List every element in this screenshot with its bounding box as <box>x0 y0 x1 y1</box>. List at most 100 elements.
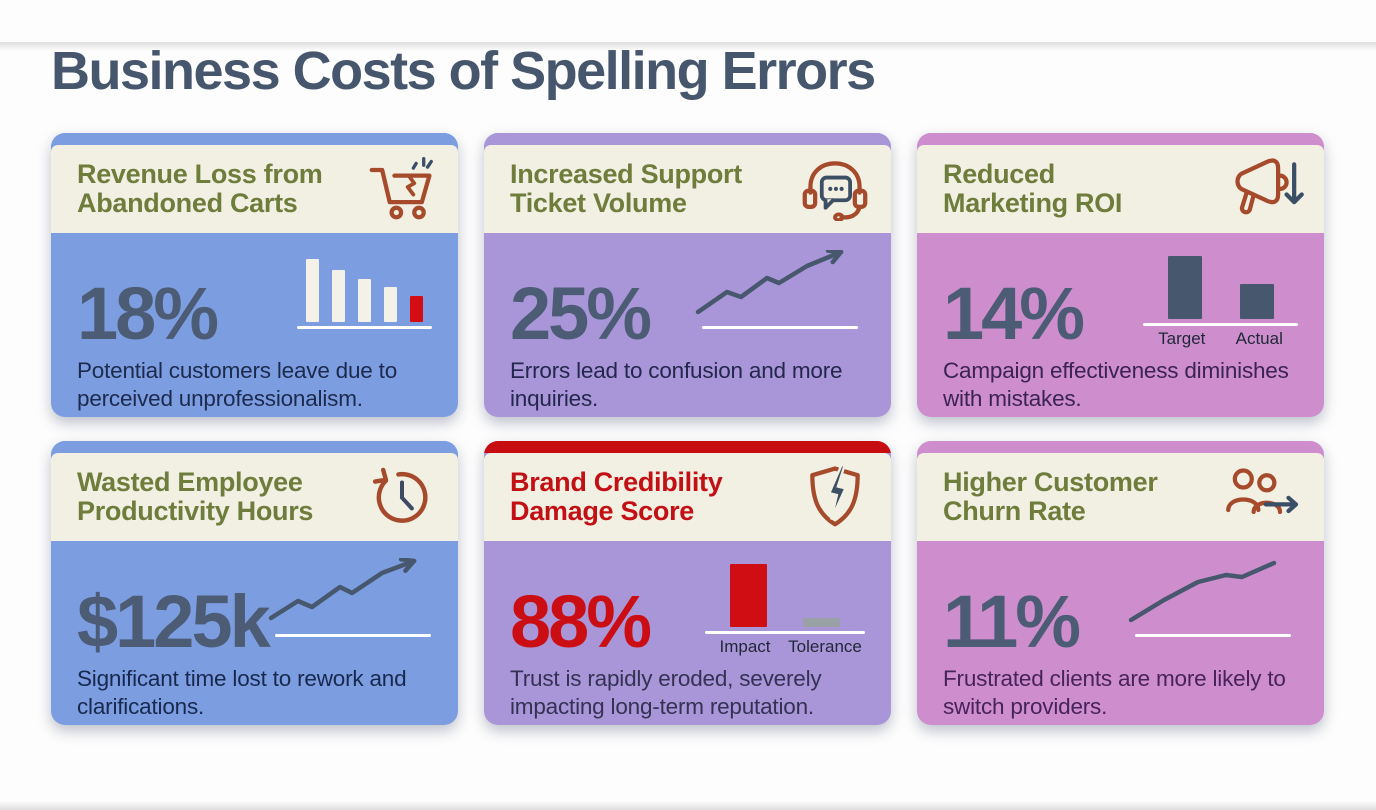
card-title: Wasted Employee Productivity Hours <box>77 466 356 527</box>
chart-bars <box>1167 256 1274 320</box>
card-title-line: Reduced <box>943 158 1055 189</box>
chart-category-labels: Impact Tolerance <box>705 637 865 657</box>
card-title-line: Productivity Hours <box>77 496 314 527</box>
stat-row: 25% <box>510 243 865 351</box>
stat-value: 11% <box>943 580 1081 664</box>
card-title-line: Revenue Loss from <box>77 158 323 189</box>
chart-category-label: Actual <box>1235 329 1283 349</box>
card-title: Higher Customer Churn Rate <box>943 466 1214 527</box>
chart-bar <box>384 287 397 323</box>
chart-bar <box>332 270 345 323</box>
chart-baseline <box>297 326 432 330</box>
stat-row: 88% Impact Tolerance <box>510 551 865 664</box>
users-leave-icon <box>1222 463 1306 532</box>
card-description: Significant time lost to rework and clar… <box>77 666 407 719</box>
page-edge-bottom <box>0 801 1376 810</box>
mini-bar-chart-target-actual: Target Actual <box>1143 256 1298 349</box>
card-description: Potential customers leave due to perceiv… <box>77 358 398 411</box>
card-title-line: Increased Support <box>510 158 742 189</box>
card-header: Brand Credibility Damage Score <box>484 453 891 542</box>
chart-category-label: Target <box>1158 329 1206 349</box>
card-body: 25% Errors lead to confusion and more in… <box>484 233 891 417</box>
card-accent-strip <box>917 133 1324 146</box>
card-description: Errors lead to confusion and more inquir… <box>510 358 843 411</box>
card-description: Trust is rapidly eroded, severely impact… <box>510 666 822 719</box>
card-header: Increased Support Ticket Volume <box>484 145 891 234</box>
card-accent-strip <box>484 133 891 146</box>
mini-line-chart-rising <box>268 558 438 638</box>
chart-bar <box>410 296 423 323</box>
chart-baseline <box>1143 323 1298 327</box>
page-title: Business Costs of Spelling Errors <box>51 41 876 101</box>
chart-baseline <box>1134 634 1292 638</box>
chart-category-labels: Target Actual <box>1143 329 1298 349</box>
page-edge-top <box>0 42 1376 51</box>
chart-bar <box>306 259 319 323</box>
card-productivity-hours: Wasted Employee Productivity Hours $125k… <box>51 441 458 726</box>
chart-category-label: Tolerance <box>788 637 862 657</box>
clock-history-icon <box>364 461 440 534</box>
card-description: Frustrated clients are more likely to sw… <box>943 666 1286 719</box>
chart-category-label: Impact <box>719 637 771 657</box>
chart-bars <box>730 564 840 628</box>
stat-value: $125k <box>77 580 271 664</box>
mini-line-chart-rising <box>695 250 865 330</box>
card-header: Reduced Marketing ROI <box>917 145 1324 234</box>
headset-chat-icon <box>797 153 873 226</box>
mini-bar-chart-declining <box>297 259 432 330</box>
card-title-line: Abandoned Carts <box>77 188 298 219</box>
card-body: 18% Potential customers leave due to per… <box>51 233 458 417</box>
stat-row: 11% <box>943 551 1298 664</box>
chart-bar <box>730 564 767 628</box>
stat-value: 18% <box>77 272 219 356</box>
stat-row: $125k <box>77 551 432 664</box>
chart-bar <box>358 279 371 323</box>
chart-baseline <box>274 634 431 638</box>
trend-line <box>1128 561 1277 623</box>
chart-bar <box>803 618 840 628</box>
card-title-line: Wasted Employee <box>77 466 303 497</box>
card-support-tickets: Increased Support Ticket Volume <box>484 133 891 418</box>
chart-bar <box>1167 256 1202 320</box>
card-accent-strip <box>51 441 458 454</box>
card-customer-churn: Higher Customer Churn Rate 11% Frustrate… <box>917 441 1324 726</box>
card-title: Reduced Marketing ROI <box>943 158 1212 219</box>
chart-baseline <box>701 326 859 330</box>
broken-cart-icon <box>364 153 440 226</box>
card-body: 11% Frustrated clients are more likely t… <box>917 541 1324 725</box>
card-title-line: Marketing ROI <box>943 188 1123 219</box>
card-marketing-roi: Reduced Marketing ROI 14% Target Actual C… <box>917 133 1324 418</box>
stat-value: 14% <box>943 272 1085 356</box>
card-brand-credibility: Brand Credibility Damage Score 88% Impac… <box>484 441 891 726</box>
mini-bar-chart-impact-tolerance: Impact Tolerance <box>705 564 865 657</box>
card-title-line: Churn Rate <box>943 496 1086 527</box>
card-revenue-loss: Revenue Loss from Abandoned Carts 18% Po… <box>51 133 458 418</box>
shield-lightning-icon <box>797 461 873 534</box>
card-title-line: Higher Customer <box>943 466 1158 497</box>
mini-line-chart-rising <box>1128 558 1298 638</box>
card-body: $125k Significant time lost to rework an… <box>51 541 458 725</box>
card-accent-strip <box>484 441 891 454</box>
cards-grid: Revenue Loss from Abandoned Carts 18% Po… <box>51 133 1376 726</box>
card-title: Brand Credibility Damage Score <box>510 466 789 527</box>
card-description: Campaign effectiveness diminishes with m… <box>943 358 1289 411</box>
trend-line <box>268 558 417 621</box>
stat-row: 14% Target Actual <box>943 243 1298 356</box>
card-title-line: Damage Score <box>510 496 694 527</box>
card-header: Revenue Loss from Abandoned Carts <box>51 145 458 234</box>
card-body: 88% Impact Tolerance Trust is rapidly ero… <box>484 541 891 725</box>
trend-line <box>695 250 844 315</box>
card-header: Higher Customer Churn Rate <box>917 453 1324 542</box>
card-title: Increased Support Ticket Volume <box>510 158 789 219</box>
card-title-line: Brand Credibility <box>510 466 723 497</box>
megaphone-down-icon <box>1220 153 1306 226</box>
chart-bars <box>306 259 423 323</box>
card-title-line: Ticket Volume <box>510 188 687 219</box>
stat-value: 88% <box>510 580 652 664</box>
card-title: Revenue Loss from Abandoned Carts <box>77 158 356 219</box>
card-header: Wasted Employee Productivity Hours <box>51 453 458 542</box>
card-body: 14% Target Actual Campaign effectiveness … <box>917 233 1324 417</box>
chart-baseline <box>705 631 865 635</box>
card-accent-strip <box>917 441 1324 454</box>
card-accent-strip <box>51 133 458 146</box>
